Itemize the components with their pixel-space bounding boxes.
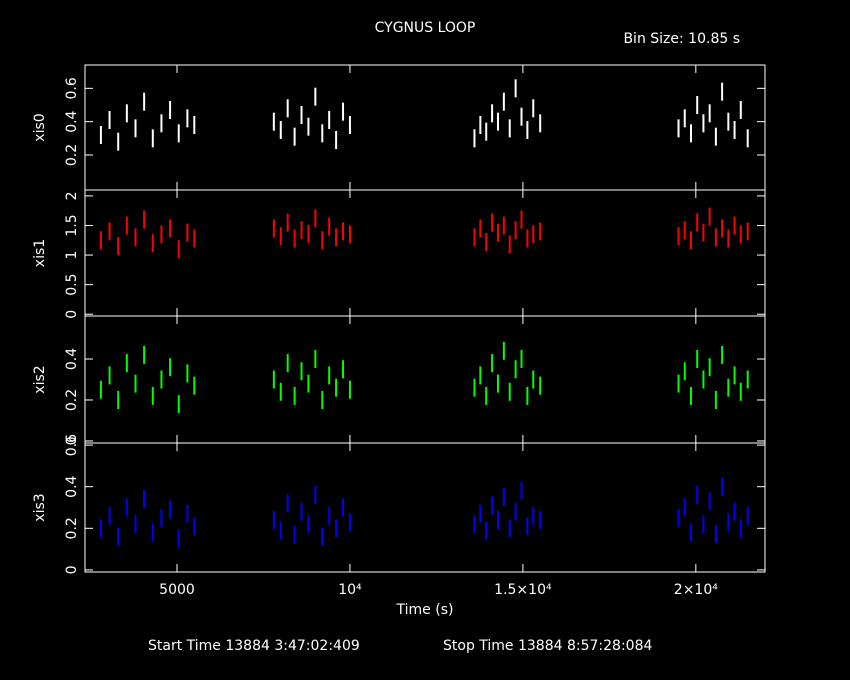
- y-tick-label: 0: [64, 565, 80, 574]
- y-axis-label: xis3: [32, 493, 48, 521]
- y-tick-label: 0.6: [64, 77, 80, 99]
- start-time: Start Time 13884 3:47:02:409: [148, 638, 360, 654]
- y-axis-label: xis2: [32, 365, 48, 393]
- y-tick-label: 0.6: [64, 434, 80, 456]
- panel-frame: [84, 442, 766, 573]
- y-tick-label: 1: [64, 251, 80, 260]
- x-tick-label: 1.5×10⁴: [494, 582, 552, 598]
- bin-size: Bin Size: 10.85 s: [623, 31, 740, 47]
- panel-frame: [84, 64, 766, 191]
- y-tick-label: 0: [64, 436, 80, 445]
- y-tick-label: 0.4: [64, 110, 80, 132]
- y-tick-label: 0.5: [64, 274, 80, 296]
- y-tick-label: 0.2: [64, 144, 80, 166]
- y-tick-label: 2: [64, 191, 80, 200]
- x-axis-label: Time (s): [396, 602, 454, 618]
- x-tick-label: 2×10⁴: [674, 582, 718, 598]
- y-tick-label: 1.5: [64, 214, 80, 236]
- y-axis-label: xis0: [32, 113, 48, 141]
- y-tick-label: 0.4: [64, 348, 80, 370]
- y-tick-label: 0: [64, 310, 80, 319]
- x-tick-label: 10⁴: [338, 582, 362, 598]
- y-tick-label: 0.2: [64, 389, 80, 411]
- chart-title: CYGNUS LOOP: [375, 20, 476, 36]
- y-tick-label: 0.2: [64, 517, 80, 539]
- x-tick-label: 5000: [159, 582, 195, 598]
- y-axis-label: xis1: [32, 239, 48, 267]
- stop-time: Stop Time 13884 8:57:28:084: [443, 638, 652, 654]
- y-tick-label: 0.4: [64, 475, 80, 497]
- panel-frame: [84, 189, 766, 317]
